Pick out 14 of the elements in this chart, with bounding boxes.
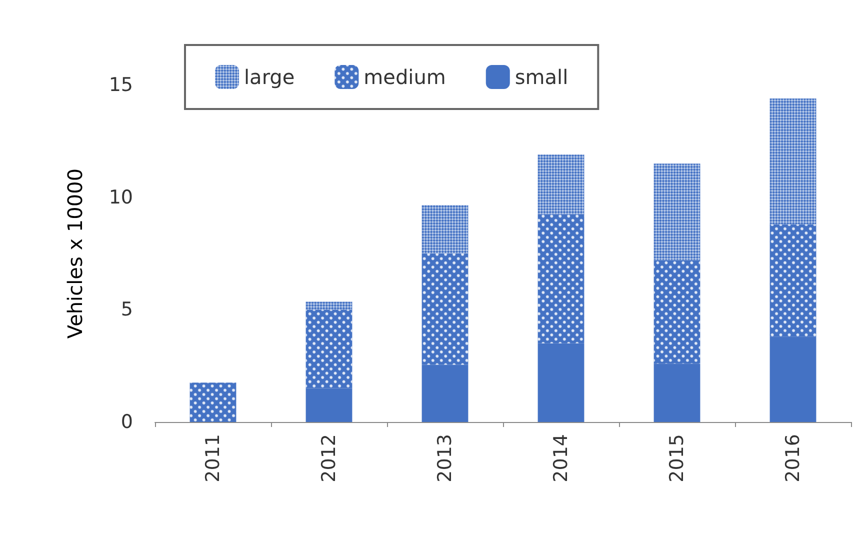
x-tick-label: 2014: [550, 434, 572, 482]
x-tick-label: 2012: [318, 434, 340, 482]
y-tick-label: 10: [108, 186, 133, 208]
x-tick-label: 2011: [202, 434, 224, 482]
y-axis-title: Vehicles x 10000: [63, 168, 87, 339]
x-tick-label: 2015: [666, 434, 688, 482]
legend-label: small: [514, 65, 568, 89]
legend-label: large: [244, 65, 295, 89]
y-tick-label: 5: [120, 298, 133, 321]
y-tick-label: 0: [120, 411, 133, 433]
legend-label: medium: [364, 65, 446, 89]
y-tick-label: 15: [108, 74, 133, 96]
x-tick-label: 2013: [434, 434, 456, 482]
x-tick-label: 2016: [782, 434, 804, 482]
